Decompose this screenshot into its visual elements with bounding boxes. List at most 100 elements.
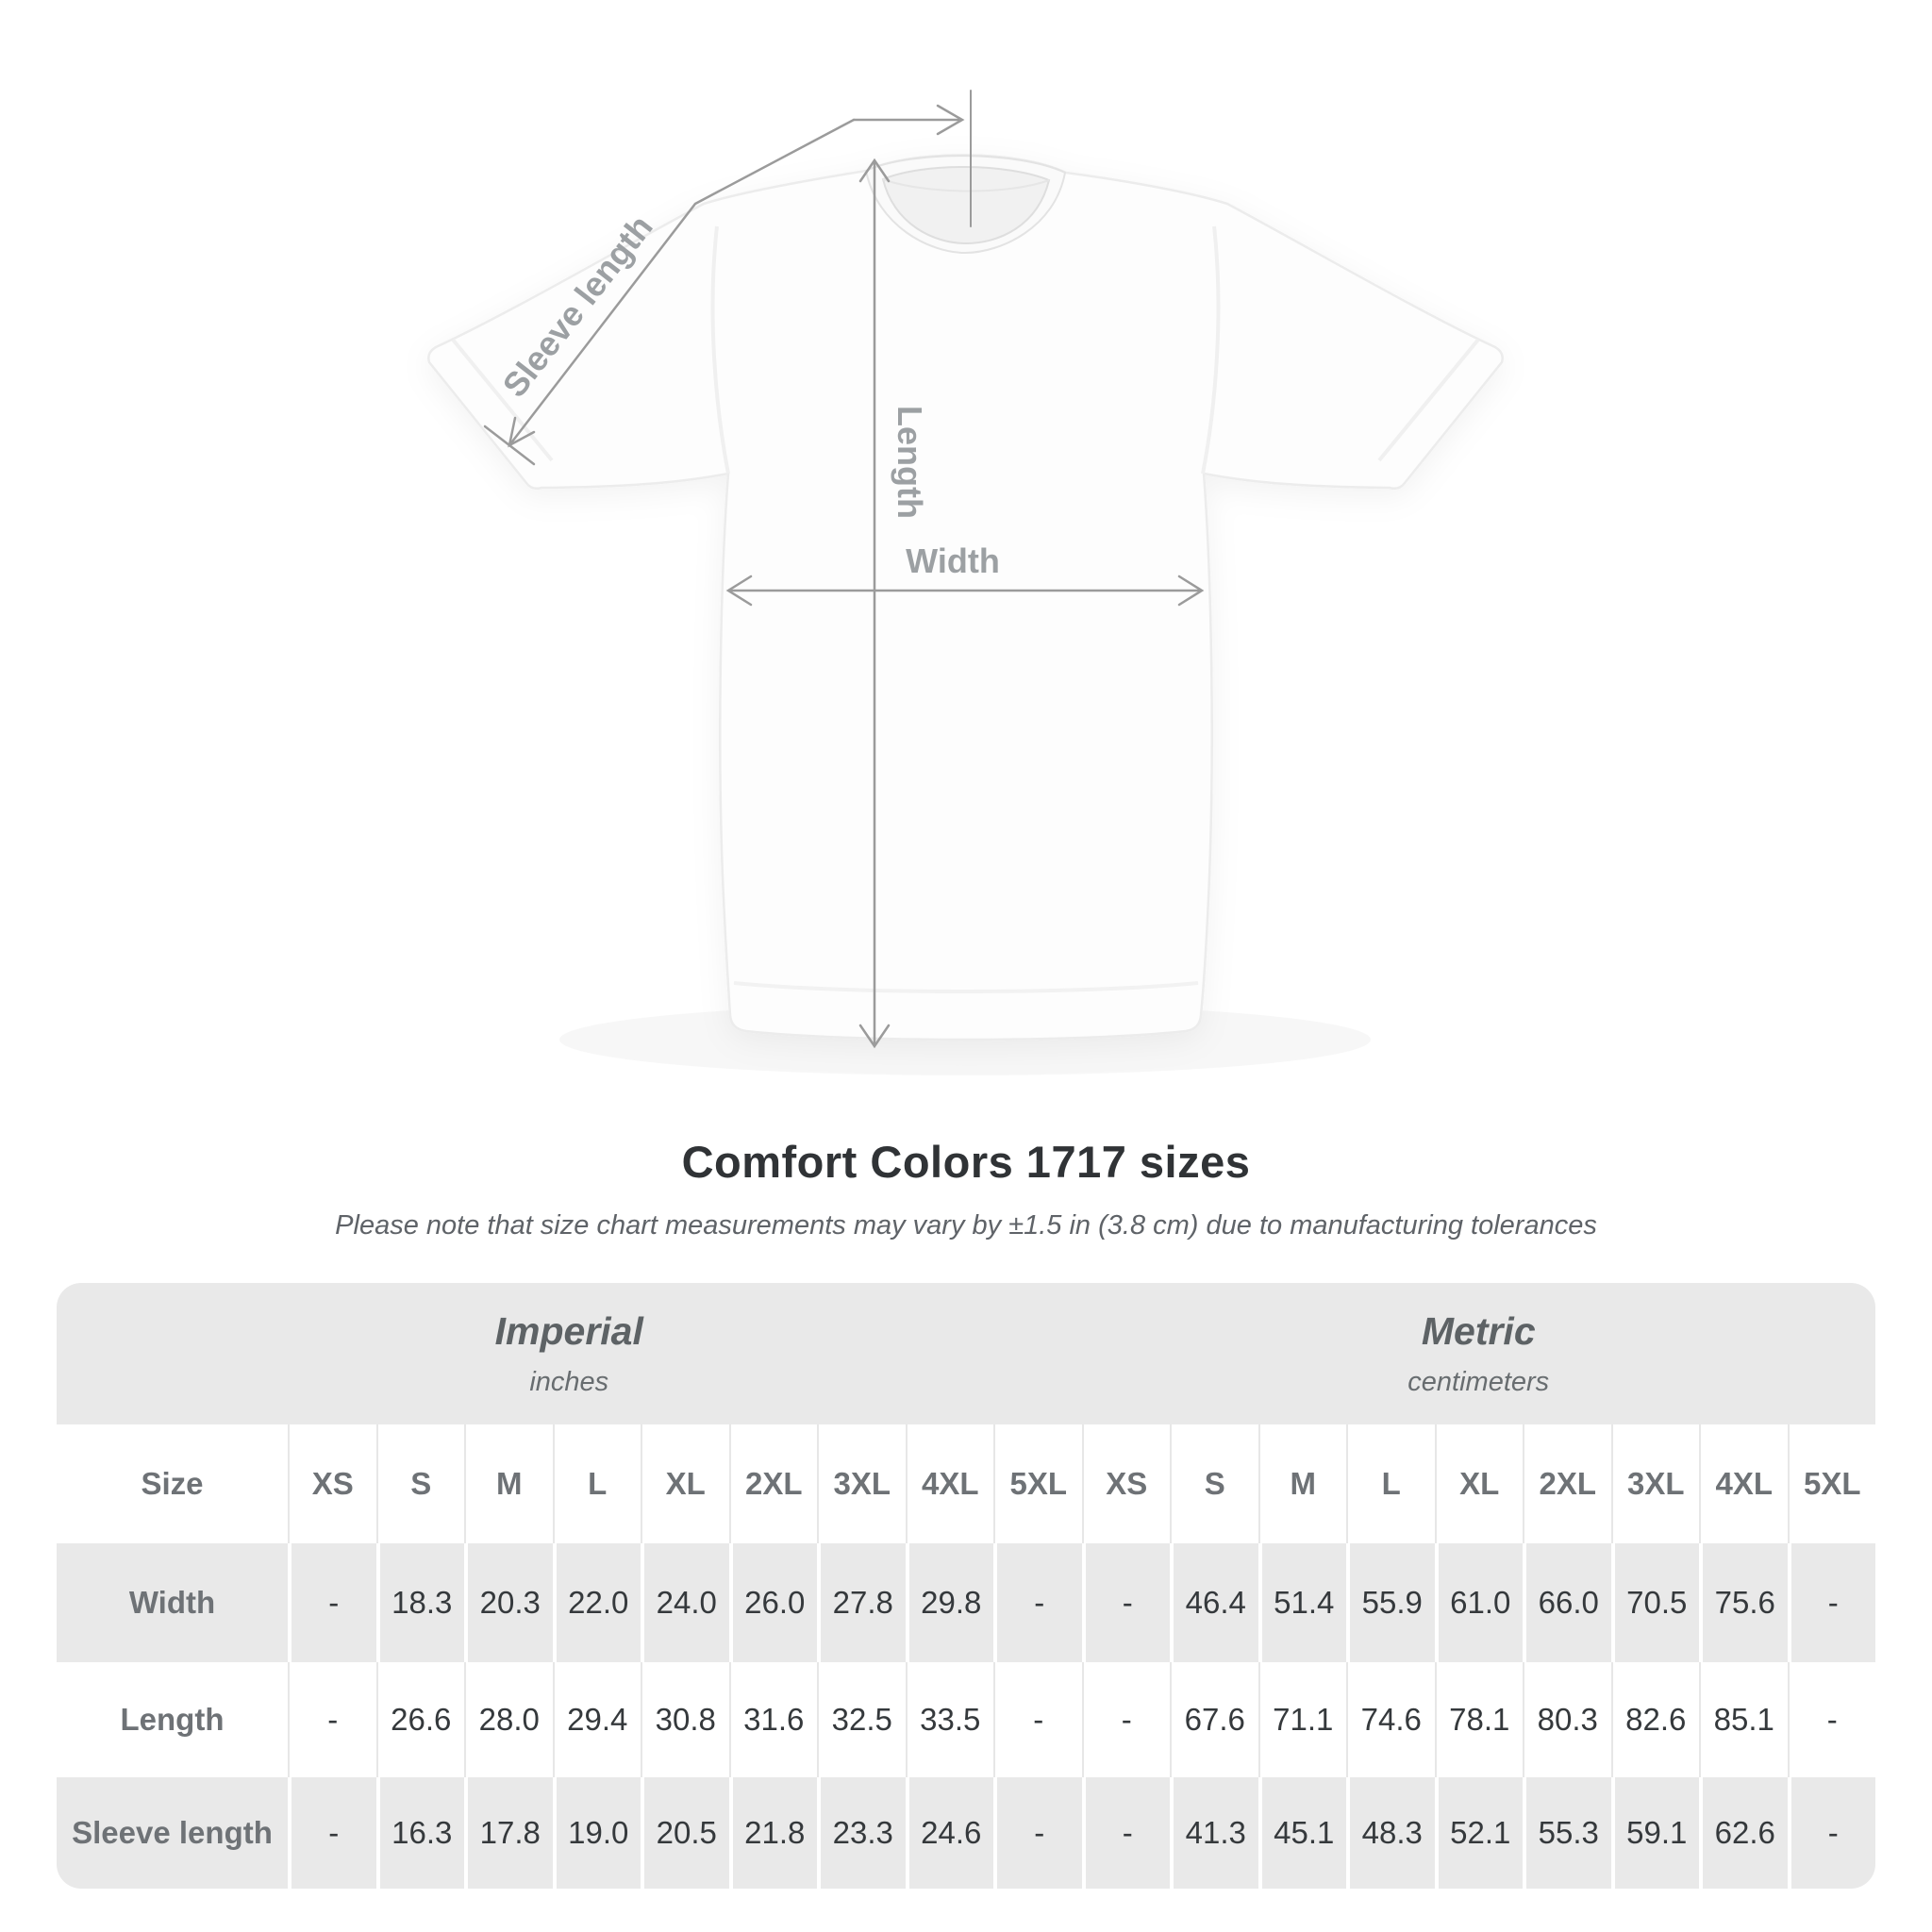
value-metric: 71.1 xyxy=(1257,1662,1347,1777)
value-metric: 61.0 xyxy=(1434,1543,1523,1662)
tshirt-sleeve-seam-left xyxy=(710,225,730,475)
size-table-card: Imperial inches Metric centimeters Size XS S M L… xyxy=(57,1283,1875,1889)
length-label: Length xyxy=(891,406,929,519)
size-header-imperial-s: S xyxy=(375,1424,465,1543)
value-imperial: - xyxy=(288,1543,376,1662)
value-imperial: 28.0 xyxy=(464,1662,553,1777)
value-metric: 55.9 xyxy=(1346,1543,1435,1662)
value-imperial: - xyxy=(288,1777,376,1889)
size-header-imperial-4xl: 4XL xyxy=(905,1424,994,1543)
unit-subtitle: inches xyxy=(529,1367,609,1397)
size-header-metric-3xl: 3XL xyxy=(1610,1424,1700,1543)
value-metric: 48.3 xyxy=(1346,1777,1435,1889)
value-imperial: 22.0 xyxy=(552,1543,641,1662)
tshirt-sleeve-seam-right xyxy=(1201,225,1221,475)
width-arrow xyxy=(725,575,1205,607)
size-header-imperial-2xl: 2XL xyxy=(728,1424,818,1543)
size-header-imperial-l: L xyxy=(552,1424,641,1543)
size-header-metric-5xl: 5XL xyxy=(1787,1424,1876,1543)
tshirt-body xyxy=(427,154,1504,1041)
tolerance-note: Please note that size chart measurements… xyxy=(335,1210,1597,1241)
unit-title: Imperial xyxy=(494,1309,643,1353)
value-imperial: 20.3 xyxy=(464,1543,553,1662)
value-imperial: 17.8 xyxy=(464,1777,553,1889)
title-block: Comfort Colors 1717 sizes Please note th… xyxy=(0,1136,1932,1241)
value-metric: 41.3 xyxy=(1170,1777,1258,1889)
value-metric: 70.5 xyxy=(1610,1543,1699,1662)
value-metric: 46.4 xyxy=(1170,1543,1258,1662)
value-metric: 62.6 xyxy=(1699,1777,1788,1889)
value-imperial: 27.8 xyxy=(817,1543,906,1662)
size-column-header: Size xyxy=(141,1466,204,1501)
value-imperial: - xyxy=(993,1662,1082,1777)
size-header-metric-2xl: 2XL xyxy=(1523,1424,1611,1543)
value-imperial: 24.0 xyxy=(641,1543,729,1662)
unit-header-metric: Metric centimeters xyxy=(1081,1283,1875,1424)
tshirt-illustration xyxy=(427,154,1504,1041)
value-imperial: 33.5 xyxy=(905,1662,994,1777)
size-header-imperial-3xl: 3XL xyxy=(817,1424,906,1543)
value-imperial: 32.5 xyxy=(817,1662,906,1777)
size-header-metric-m: M xyxy=(1257,1424,1347,1543)
row-label: Width xyxy=(57,1543,288,1662)
value-metric: 59.1 xyxy=(1610,1777,1699,1889)
value-imperial: 30.8 xyxy=(641,1662,729,1777)
value-imperial: 26.6 xyxy=(375,1662,465,1777)
value-metric: - xyxy=(1787,1543,1875,1662)
unit-subtitle: centimeters xyxy=(1407,1367,1550,1397)
length-arrow xyxy=(858,158,891,1049)
value-imperial: 24.6 xyxy=(905,1777,993,1889)
value-imperial: 21.8 xyxy=(728,1777,817,1889)
value-metric: 51.4 xyxy=(1257,1543,1346,1662)
value-imperial: 18.3 xyxy=(375,1543,464,1662)
value-metric: 67.6 xyxy=(1170,1662,1258,1777)
tshirt-cuff-line-left xyxy=(451,338,554,462)
size-header-imperial-xl: XL xyxy=(641,1424,729,1543)
value-metric: 82.6 xyxy=(1610,1662,1700,1777)
value-metric: - xyxy=(1081,1662,1171,1777)
value-metric: - xyxy=(1081,1777,1170,1889)
tshirt-figure: Sleeve length Length Width xyxy=(427,90,1504,1049)
tshirt-backneck-line xyxy=(882,178,1050,192)
value-metric: 45.1 xyxy=(1257,1777,1346,1889)
value-metric: - xyxy=(1081,1543,1170,1662)
value-metric: 55.3 xyxy=(1523,1777,1611,1889)
size-header-metric-xs: XS xyxy=(1081,1424,1171,1543)
tshirt-cuff-line-right xyxy=(1377,338,1480,462)
value-imperial: 29.8 xyxy=(905,1543,993,1662)
unit-header-imperial: Imperial inches xyxy=(57,1283,1082,1424)
value-metric: 52.1 xyxy=(1434,1777,1523,1889)
value-imperial: 23.3 xyxy=(817,1777,906,1889)
value-imperial: 20.5 xyxy=(641,1777,729,1889)
value-metric: 85.1 xyxy=(1699,1662,1788,1777)
width-label: Width xyxy=(906,541,1000,580)
size-header-imperial-xs: XS xyxy=(288,1424,376,1543)
value-imperial: 29.4 xyxy=(552,1662,641,1777)
size-header-imperial-5xl: 5XL xyxy=(993,1424,1082,1543)
value-metric: 66.0 xyxy=(1523,1543,1611,1662)
value-imperial: 16.3 xyxy=(375,1777,464,1889)
size-header-metric-s: S xyxy=(1170,1424,1258,1543)
value-metric: 75.6 xyxy=(1699,1543,1788,1662)
value-metric: - xyxy=(1787,1662,1876,1777)
value-metric: 80.3 xyxy=(1523,1662,1611,1777)
unit-title: Metric xyxy=(1421,1309,1536,1353)
size-header-metric-4xl: 4XL xyxy=(1699,1424,1788,1543)
size-table: Imperial inches Metric centimeters Size XS S M L… xyxy=(57,1283,1875,1889)
page-title: Comfort Colors 1717 sizes xyxy=(681,1137,1251,1187)
size-header-imperial-m: M xyxy=(464,1424,553,1543)
size-header-metric-xl: XL xyxy=(1434,1424,1524,1543)
tshirt-collar-opening xyxy=(881,166,1051,245)
value-imperial: - xyxy=(993,1777,1082,1889)
value-imperial: - xyxy=(993,1543,1082,1662)
row-label: Sleeve length xyxy=(57,1777,288,1889)
value-imperial: 19.0 xyxy=(552,1777,641,1889)
tshirt-hem-line xyxy=(733,981,1199,993)
value-metric: - xyxy=(1787,1777,1875,1889)
measurement-annotations xyxy=(483,90,1205,1049)
row-label: Length xyxy=(120,1702,225,1737)
value-metric: 78.1 xyxy=(1434,1662,1524,1777)
tshirt-diagram: Sleeve length Length Width xyxy=(427,90,1504,1049)
sleeve-length-arrow xyxy=(483,90,972,466)
value-imperial: - xyxy=(288,1662,376,1777)
